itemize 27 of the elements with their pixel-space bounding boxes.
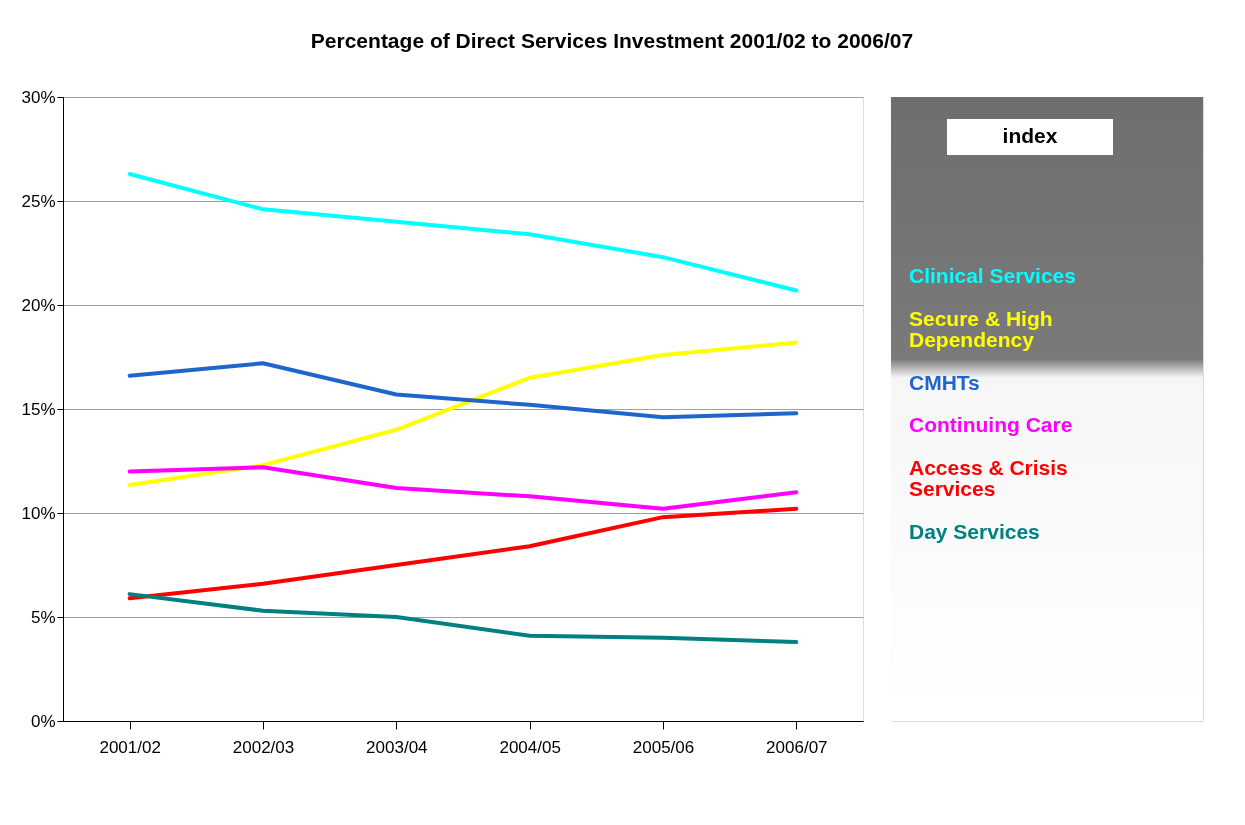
line-series <box>127 465 799 511</box>
text: Clinical Services <box>909 264 1076 287</box>
line-series <box>127 171 799 293</box>
line-series <box>127 340 799 487</box>
line-series <box>127 361 799 420</box>
legend-title: index <box>1002 124 1058 147</box>
x-tick-label: 2004/05 <box>499 737 561 757</box>
line-series <box>127 592 799 644</box>
x-tick-label: 2003/04 <box>366 737 428 757</box>
text: Continuing Care <box>909 413 1073 437</box>
y-tick-label: 25% <box>21 191 56 211</box>
y-tick-label: 5% <box>30 607 56 627</box>
y-tick-label: 20% <box>21 295 56 315</box>
x-tick-label: 2005/06 <box>632 737 695 757</box>
y-tick-label: 0% <box>30 711 56 731</box>
line-series <box>127 506 799 601</box>
y-tick-label: 10% <box>21 503 56 523</box>
x-tick-label: 2001/02 <box>99 737 161 757</box>
text: Secure & High Dependency <box>909 306 1053 351</box>
chart-title: Percentage of Direct Services Investment 2001/02 to 2006/07 <box>310 28 914 52</box>
text: CMHTs <box>909 370 980 394</box>
text: Access & Crisis Services <box>909 456 1068 501</box>
y-tick-label: 15% <box>21 399 56 419</box>
x-tick-label: 2006/07 <box>766 737 828 757</box>
x-tick-label: 2002/03 <box>232 737 295 757</box>
y-tick-label: 30% <box>21 87 56 107</box>
text: Day Services <box>909 520 1040 543</box>
